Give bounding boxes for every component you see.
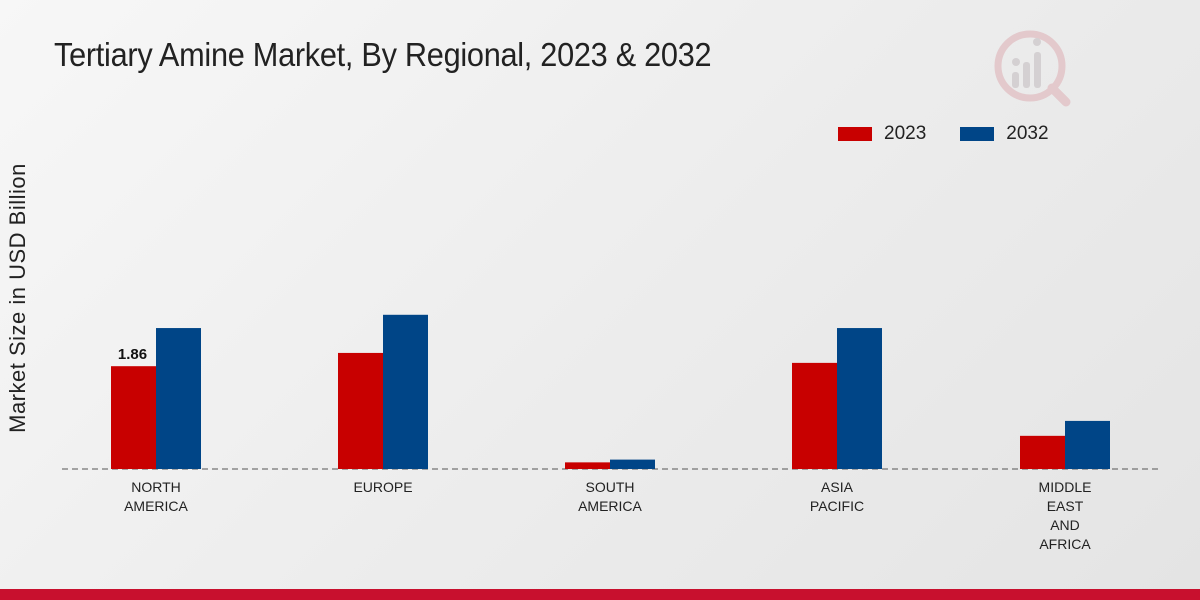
x-tick-label: SOUTH [586,479,635,495]
legend-label-2023: 2023 [884,123,927,144]
bar-2032-4 [1065,420,1110,469]
bar-2032-1 [383,314,428,469]
x-tick-label: AFRICA [1039,536,1091,552]
x-tick-label: EUROPE [353,479,412,495]
bar-2032-3 [837,328,882,469]
bar-2032-2 [610,459,655,469]
bar-2023-3 [792,362,837,469]
legend-label-2032: 2032 [1006,123,1049,144]
bar-2023-0 [111,366,156,469]
x-tick-label: MIDDLE [1039,479,1092,495]
x-tick-label: AMERICA [124,498,188,514]
bar-2023-2 [565,462,610,469]
x-tick-label: AMERICA [578,498,642,514]
legend-swatch-2032 [960,127,995,141]
x-tick-label: NORTH [131,479,181,495]
x-tick-label: ASIA [821,479,854,495]
x-tick-label: EAST [1047,498,1084,514]
bar-2023-4 [1020,435,1065,469]
x-tick-label: AND [1050,517,1080,533]
data-label: 1.86 [118,346,147,363]
analytics-logo-icon [994,30,1071,107]
bar-2032-0 [156,328,201,469]
legend-swatch-2023 [838,127,872,141]
bottom-accent-bar [0,589,1200,600]
legend-item-2032: 2032 [960,123,1049,145]
x-tick-label: PACIFIC [810,498,864,514]
legend: 2023 2032 [838,123,1083,145]
legend-item-2023: 2023 [838,123,926,145]
chart-title: Tertiary Amine Market, By Regional, 2023… [54,36,712,73]
bar-2023-1 [338,352,383,469]
